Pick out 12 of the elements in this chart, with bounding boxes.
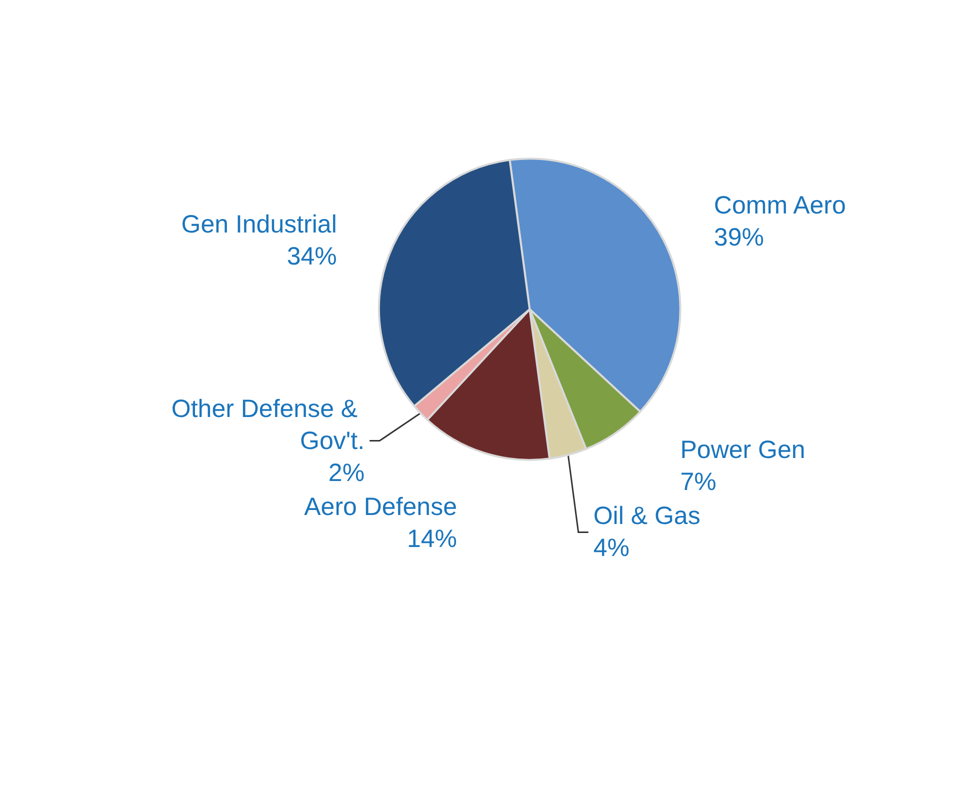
- data-label: 4%: [593, 534, 630, 562]
- data-label: 14%: [406, 524, 457, 553]
- slice-label: Aero Defense: [304, 492, 457, 521]
- slice-label: Oil & Gas: [593, 502, 700, 530]
- slice-label: Other Defense & Gov't.: [171, 394, 365, 455]
- data-label: 34%: [286, 242, 337, 270]
- slice-label: Comm Aero: [714, 192, 846, 220]
- data-label: 2%: [328, 458, 365, 487]
- slice-label: Power Gen: [680, 436, 806, 464]
- data-label: 7%: [680, 468, 716, 496]
- slice-label: Gen Industrial: [181, 210, 337, 238]
- data-label: 39%: [714, 224, 764, 252]
